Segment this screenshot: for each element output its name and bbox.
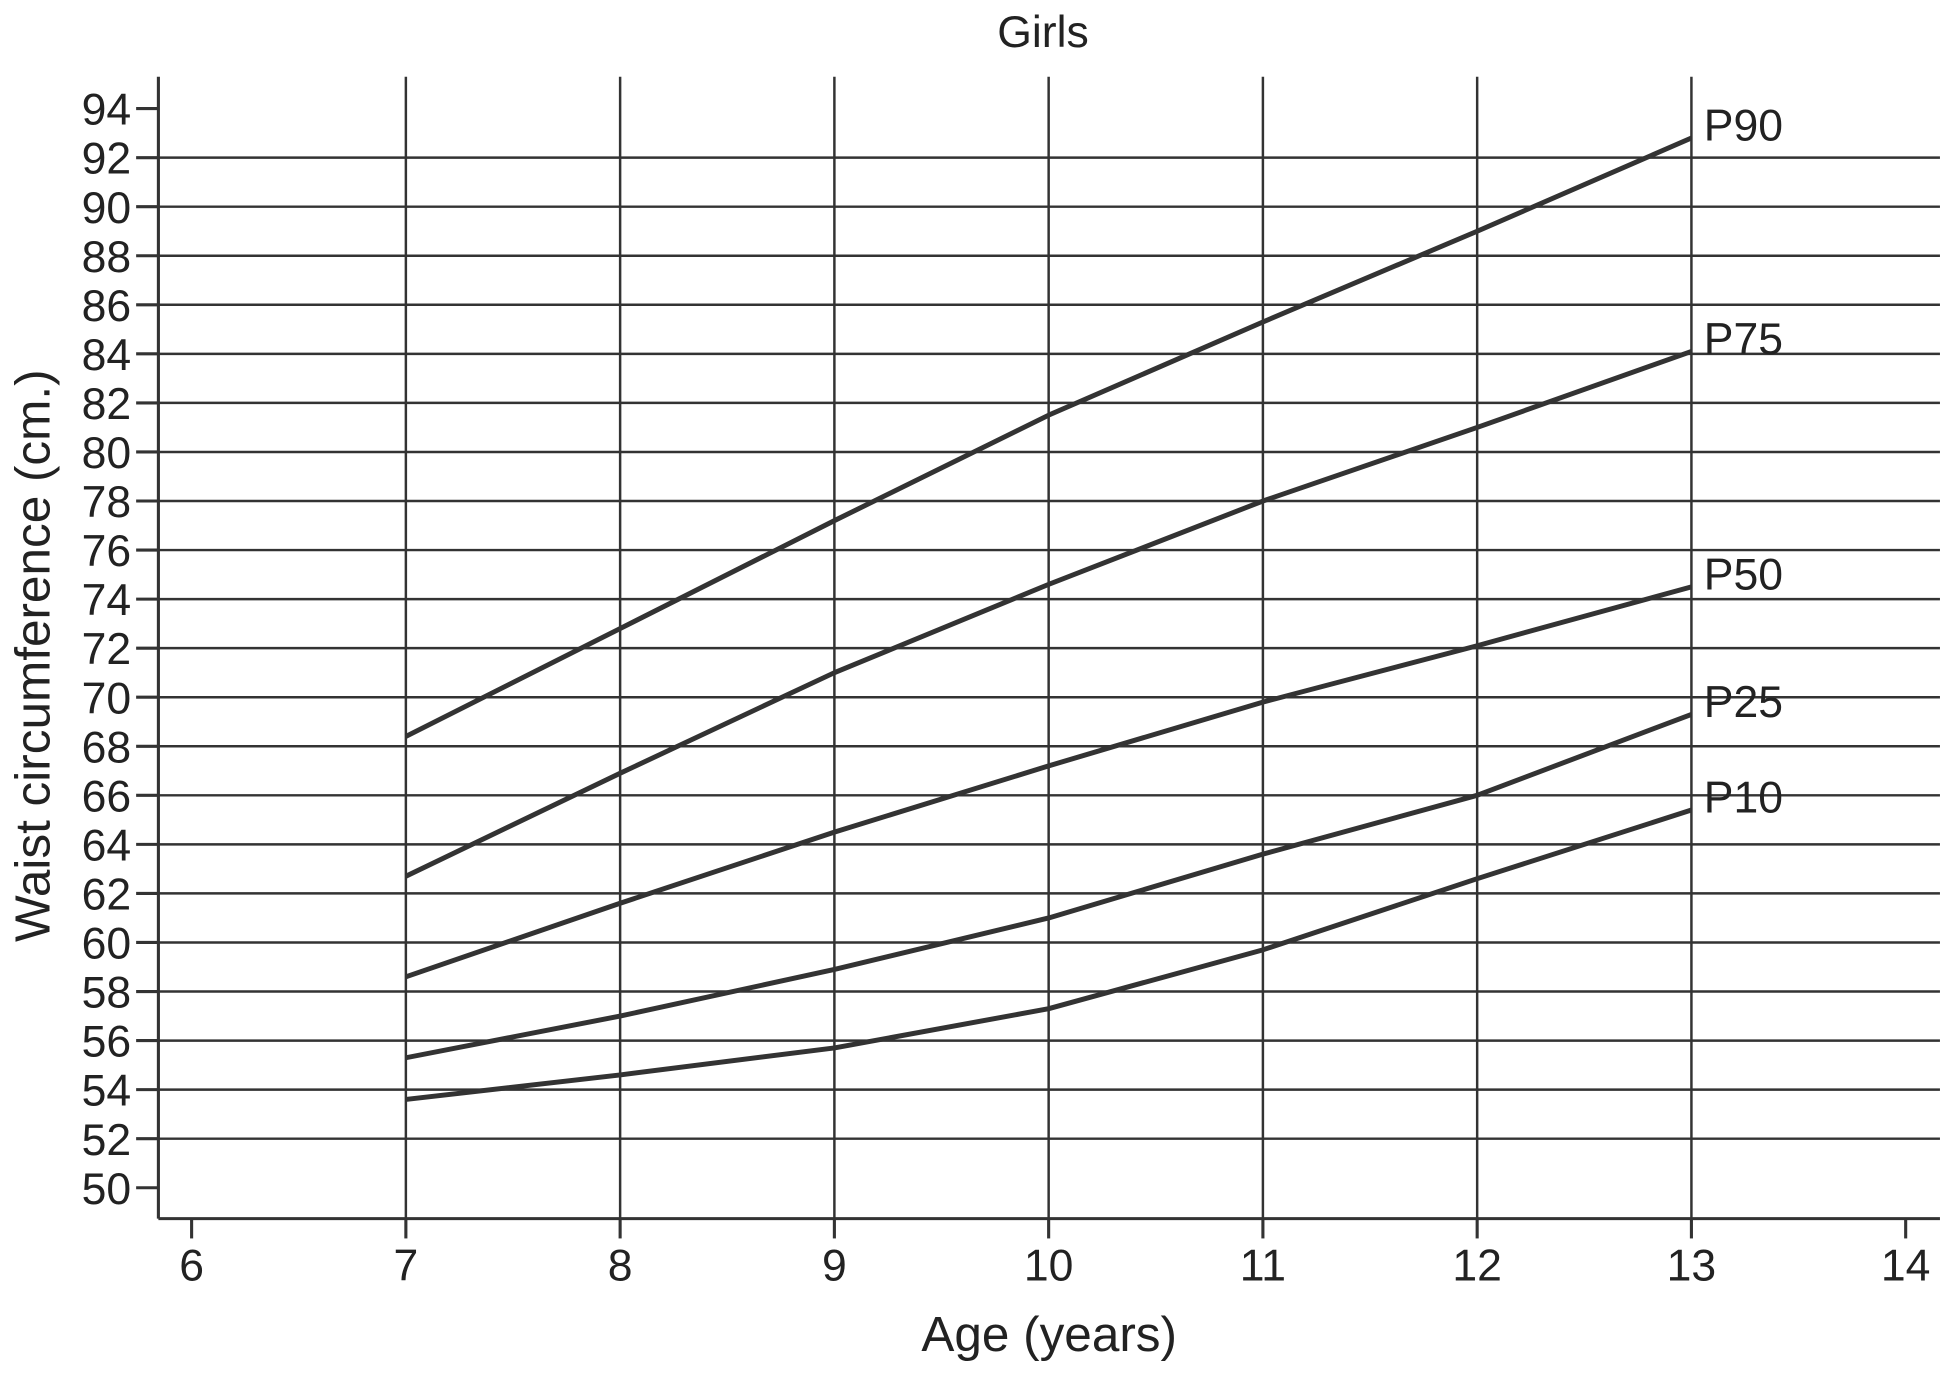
series-label: P50 bbox=[1704, 550, 1783, 599]
series-line bbox=[404, 135, 1693, 739]
x-tick-label: 13 bbox=[1667, 1241, 1717, 1290]
x-tick-label: 11 bbox=[1240, 1241, 1286, 1290]
x-tick-label: 12 bbox=[1452, 1241, 1502, 1290]
x-tick-label: 9 bbox=[822, 1241, 847, 1290]
y-tick-label: 72 bbox=[82, 625, 132, 674]
y-tick-label: 88 bbox=[82, 233, 132, 282]
y-axis-label: Waist circumference (cm.) bbox=[6, 369, 61, 942]
x-axis-label: Age (years) bbox=[921, 1307, 1177, 1362]
y-tick-label: 52 bbox=[82, 1116, 132, 1165]
y-tick-label: 86 bbox=[82, 282, 132, 331]
x-tick-label: 7 bbox=[393, 1241, 418, 1290]
y-tick-label: 76 bbox=[82, 527, 132, 576]
y-tick-label: 78 bbox=[82, 478, 132, 527]
y-tick-label: 54 bbox=[82, 1067, 132, 1116]
series-label: P25 bbox=[1704, 678, 1783, 727]
y-tick-label: 84 bbox=[82, 331, 132, 380]
series-label: P10 bbox=[1704, 774, 1783, 823]
x-tick-label: 6 bbox=[179, 1241, 204, 1290]
y-tick-label: 50 bbox=[82, 1165, 132, 1214]
series-label: P75 bbox=[1704, 315, 1783, 364]
y-tick-label: 66 bbox=[82, 772, 132, 821]
chart-title: Girls bbox=[997, 8, 1089, 57]
y-tick-label: 58 bbox=[82, 969, 132, 1018]
y-tick-label: 62 bbox=[82, 871, 132, 920]
x-tick-label: 8 bbox=[608, 1241, 633, 1290]
y-tick-label: 92 bbox=[82, 135, 132, 184]
y-tick-label: 90 bbox=[82, 184, 132, 233]
y-tick-label: 94 bbox=[82, 86, 132, 135]
y-tick-label: 68 bbox=[82, 723, 132, 772]
series-line bbox=[405, 712, 1693, 1061]
y-tick-label: 74 bbox=[82, 576, 132, 625]
y-tick-label: 56 bbox=[82, 1018, 132, 1067]
series-line bbox=[404, 349, 1693, 879]
series-line bbox=[405, 807, 1693, 1102]
y-tick-label: 60 bbox=[82, 920, 132, 969]
x-tick-label: 10 bbox=[1024, 1241, 1074, 1290]
series-line bbox=[405, 584, 1693, 980]
x-tick-label: 14 bbox=[1881, 1241, 1931, 1290]
y-tick-label: 64 bbox=[82, 821, 132, 870]
series-label: P90 bbox=[1704, 101, 1783, 150]
y-tick-label: 82 bbox=[82, 380, 132, 429]
y-tick-label: 80 bbox=[82, 429, 132, 478]
y-tick-label: 70 bbox=[82, 674, 132, 723]
